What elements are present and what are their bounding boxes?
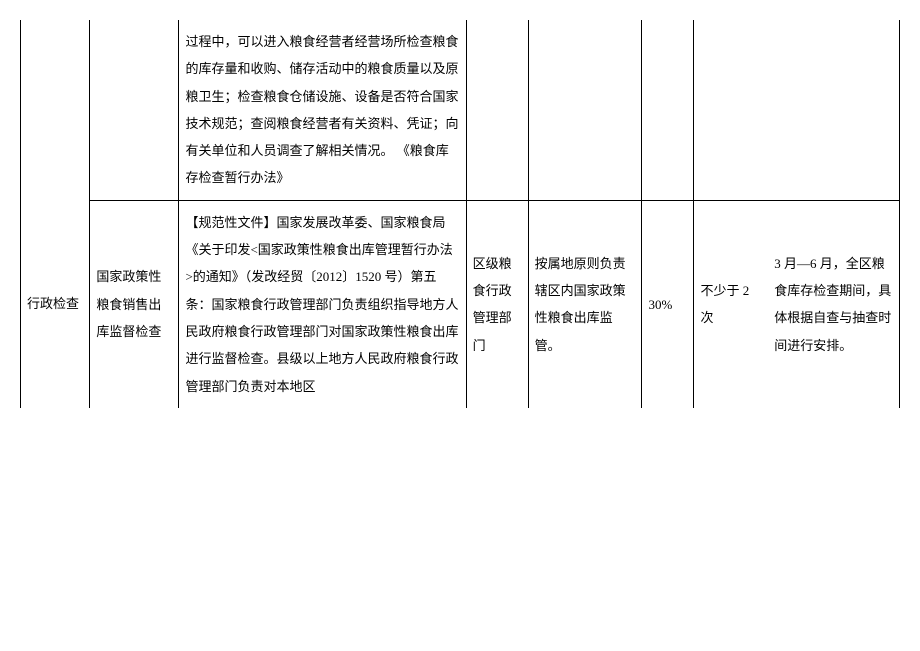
policy-inspection-table: 过程中，可以进入粮食经营者经营场所检查粮食的库存量和收购、储存活动中的粮食质量以… <box>20 20 900 408</box>
cell-frequency <box>694 20 768 200</box>
table-row: 过程中，可以进入粮食经营者经营场所检查粮食的库存量和收购、储存活动中的粮食质量以… <box>21 20 900 200</box>
cell-category: 行政检查 <box>21 200 90 408</box>
table-row: 行政检查 国家政策性粮食销售出库监督检查 【规范性文件】国家发展改革委、国家粮食… <box>21 200 900 408</box>
cell-frequency: 不少于 2 次 <box>694 200 768 408</box>
cell-scope <box>528 20 642 200</box>
cell-dept <box>466 20 528 200</box>
cell-ratio: 30% <box>642 200 694 408</box>
cell-basis: 【规范性文件】国家发展改革委、国家粮食局《关于印发<国家政策性粮食出库管理暂行办… <box>179 200 466 408</box>
cell-scope: 按属地原则负责辖区内国家政策性粮食出库监管。 <box>528 200 642 408</box>
cell-basis: 过程中，可以进入粮食经营者经营场所检查粮食的库存量和收购、储存活动中的粮食质量以… <box>179 20 466 200</box>
cell-category <box>21 20 90 200</box>
cell-ratio <box>642 20 694 200</box>
cell-timing <box>768 20 899 200</box>
cell-dept: 区级粮食行政管理部门 <box>466 200 528 408</box>
cell-item: 国家政策性粮食销售出库监督检查 <box>90 200 179 408</box>
cell-timing: 3 月—6 月，全区粮食库存检查期间，具体根据自查与抽查时间进行安排。 <box>768 200 899 408</box>
cell-item <box>90 20 179 200</box>
